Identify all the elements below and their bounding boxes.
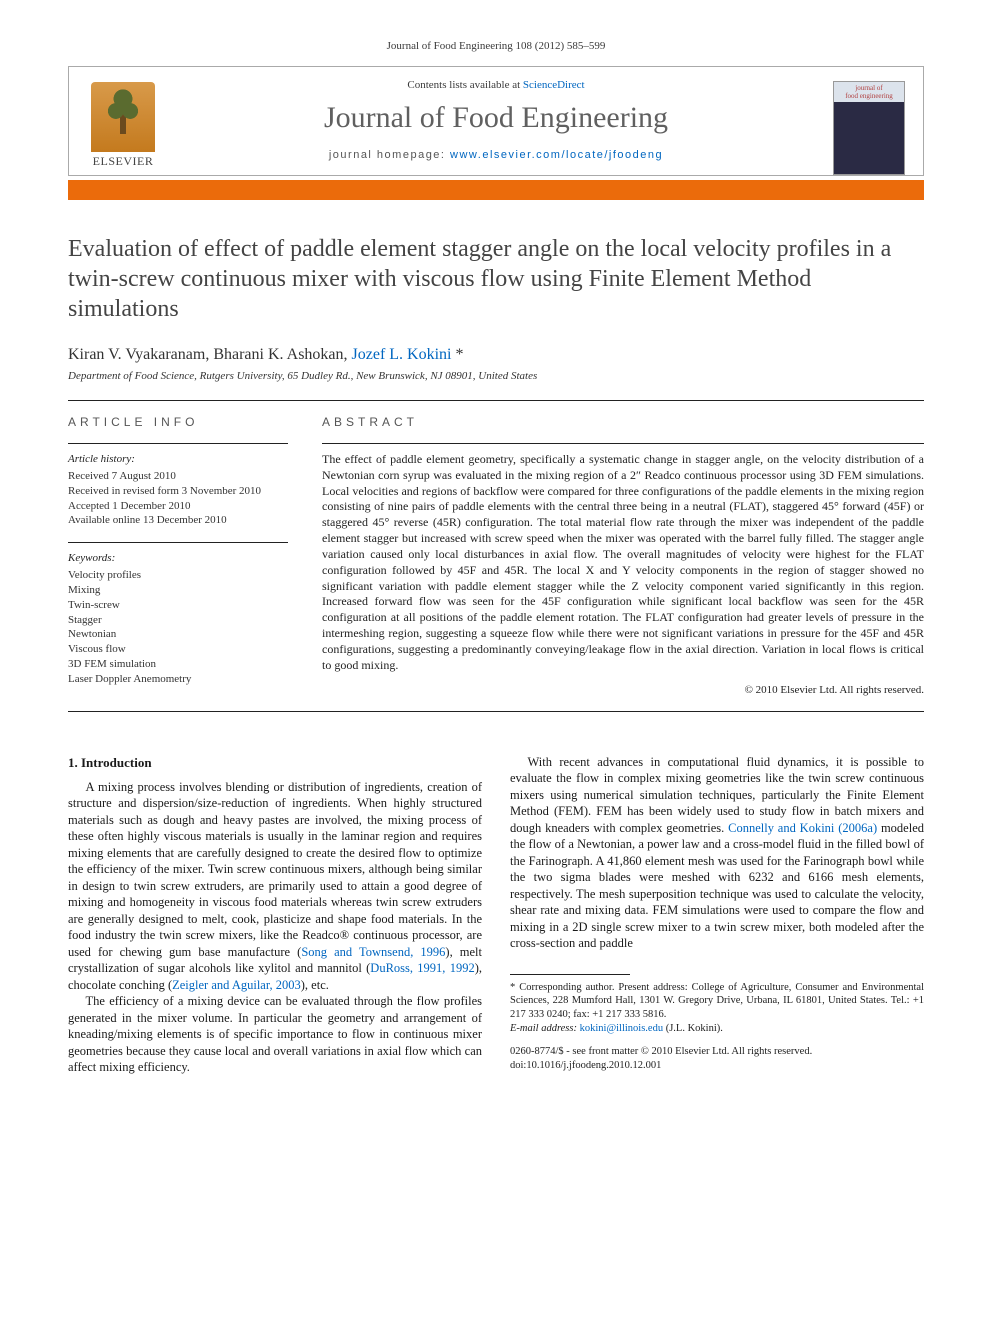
paper-page: Journal of Food Engineering 108 (2012) 5… xyxy=(0,0,992,1106)
keyword: Laser Doppler Anemometry xyxy=(68,672,288,687)
email-suffix: (J.L. Kokini). xyxy=(663,1023,723,1034)
elsevier-tree-icon xyxy=(91,82,155,152)
article-history-block: Article history: Received 7 August 2010 … xyxy=(68,452,288,528)
citation-link[interactable]: DuRoss, 1991, 1992 xyxy=(370,961,474,975)
corr-marker: * xyxy=(452,346,464,363)
keyword: Viscous flow xyxy=(68,642,288,657)
article-info-column: ARTICLE INFO Article history: Received 7… xyxy=(68,415,288,701)
paragraph: The efficiency of a mixing device can be… xyxy=(68,993,482,1076)
rule-info-2 xyxy=(68,542,288,543)
keyword: Mixing xyxy=(68,583,288,598)
keyword: Velocity profiles xyxy=(68,568,288,583)
journal-name: Journal of Food Engineering xyxy=(177,101,815,135)
text-run: like xylitol and mannitol ( xyxy=(235,961,370,975)
author-2: Bharani K. Ashokan xyxy=(213,346,343,363)
orange-divider-bar xyxy=(68,180,924,200)
email-link[interactable]: kokini@illinois.edu xyxy=(580,1023,663,1034)
history-label: Article history: xyxy=(68,452,288,467)
masthead-center: Contents lists available at ScienceDirec… xyxy=(177,77,815,175)
abstract-text: The effect of paddle element geometry, s… xyxy=(322,452,924,674)
journal-cover-icon xyxy=(833,81,905,175)
homepage-prefix: journal homepage: xyxy=(329,149,450,161)
history-line: Available online 13 December 2010 xyxy=(68,513,288,528)
section-1-heading: 1. Introduction xyxy=(68,754,482,771)
authors-line: Kiran V. Vyakaranam, Bharani K. Ashokan,… xyxy=(68,346,924,364)
text-run: A mixing process involves blending or di… xyxy=(68,780,482,959)
rule-top xyxy=(68,400,924,401)
cover-thumb-block xyxy=(827,77,911,175)
text-run: modeled the flow of a Newtonian, a power… xyxy=(510,821,924,951)
paragraph: With recent advances in computational fl… xyxy=(510,754,924,952)
corresponding-author-link[interactable]: Jozef L. Kokini xyxy=(352,346,452,363)
contents-available-line: Contents lists available at ScienceDirec… xyxy=(177,79,815,91)
front-matter-line: 0260-8774/$ - see front matter © 2010 El… xyxy=(510,1045,924,1059)
citation-link[interactable]: Song and Townsend, 1996 xyxy=(301,945,445,959)
history-line: Accepted 1 December 2010 xyxy=(68,499,288,514)
body-two-column: 1. Introduction A mixing process involve… xyxy=(68,754,924,1076)
journal-homepage-line: journal homepage: www.elsevier.com/locat… xyxy=(177,149,815,161)
email-footnote: E-mail address: kokini@illinois.edu (J.L… xyxy=(510,1022,924,1036)
doi-block: 0260-8774/$ - see front matter © 2010 El… xyxy=(510,1045,924,1072)
footnotes-block: * Corresponding author. Present address:… xyxy=(510,981,924,1036)
journal-masthead: ELSEVIER Contents lists available at Sci… xyxy=(68,66,924,176)
keyword: Stagger xyxy=(68,613,288,628)
corresponding-author-footnote: * Corresponding author. Present address:… xyxy=(510,981,924,1022)
email-label: E-mail address: xyxy=(510,1023,580,1034)
author-1: Kiran V. Vyakaranam xyxy=(68,346,205,363)
history-line: Received 7 August 2010 xyxy=(68,469,288,484)
abstract-copyright: © 2010 Elsevier Ltd. All rights reserved… xyxy=(322,684,924,696)
keywords-label: Keywords: xyxy=(68,551,288,566)
abstract-heading: ABSTRACT xyxy=(322,415,924,429)
keywords-block: Keywords: Velocity profiles Mixing Twin-… xyxy=(68,551,288,687)
citation-link[interactable]: Connelly and Kokini (2006a) xyxy=(728,821,877,835)
contents-prefix: Contents lists available at xyxy=(407,79,522,91)
keyword: Twin-screw xyxy=(68,598,288,613)
paragraph: A mixing process involves blending or di… xyxy=(68,779,482,994)
citation-line: Journal of Food Engineering 108 (2012) 5… xyxy=(68,40,924,52)
doi-line: doi:10.1016/j.jfoodeng.2010.12.001 xyxy=(510,1059,924,1073)
article-title: Evaluation of effect of paddle element s… xyxy=(68,234,924,324)
publisher-logo-block: ELSEVIER xyxy=(81,77,165,175)
article-info-heading: ARTICLE INFO xyxy=(68,415,288,429)
text-run: ), etc. xyxy=(301,978,329,992)
citation-link[interactable]: Zeigler and Aguilar, 2003 xyxy=(172,978,301,992)
rule-abs xyxy=(322,443,924,444)
rule-bottom xyxy=(68,711,924,712)
affiliation: Department of Food Science, Rutgers Univ… xyxy=(68,370,924,382)
journal-homepage-link[interactable]: www.elsevier.com/locate/jfoodeng xyxy=(450,149,663,161)
rule-info-1 xyxy=(68,443,288,444)
abstract-column: ABSTRACT The effect of paddle element ge… xyxy=(322,415,924,701)
info-abstract-row: ARTICLE INFO Article history: Received 7… xyxy=(68,415,924,701)
sciencedirect-link[interactable]: ScienceDirect xyxy=(523,79,585,91)
keyword: 3D FEM simulation xyxy=(68,657,288,672)
history-line: Received in revised form 3 November 2010 xyxy=(68,484,288,499)
publisher-name: ELSEVIER xyxy=(93,154,154,169)
keyword: Newtonian xyxy=(68,627,288,642)
footnote-separator xyxy=(510,974,630,975)
